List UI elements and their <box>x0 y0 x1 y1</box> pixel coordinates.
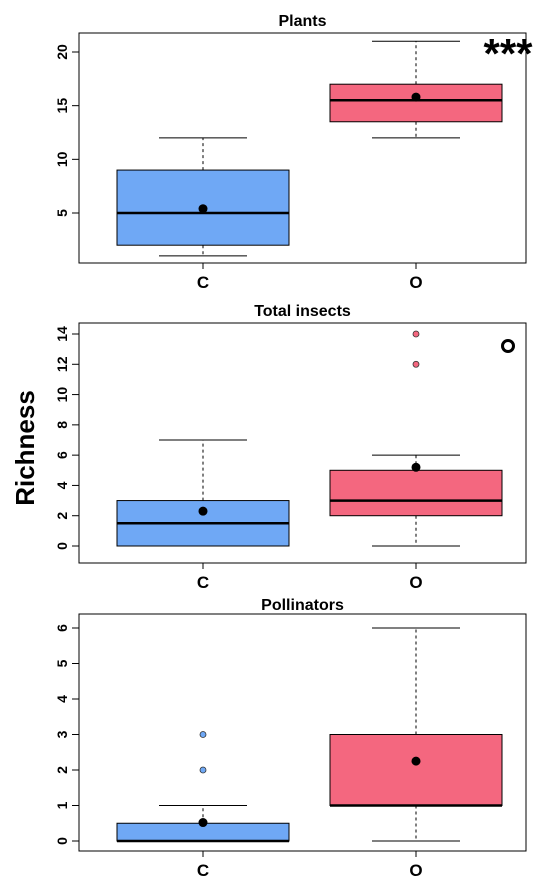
outlier-point <box>199 766 207 774</box>
box-O <box>329 40 503 139</box>
plot-frame <box>78 613 527 852</box>
mean-point <box>198 506 208 516</box>
iqr-box <box>329 734 503 806</box>
y-tick-label: 20 <box>54 44 70 60</box>
plot-frame <box>78 32 527 264</box>
mean-point <box>411 462 421 472</box>
y-tick-label: 2 <box>54 766 70 774</box>
y-tick-label: 12 <box>54 356 70 372</box>
y-tick-label: 4 <box>54 695 70 703</box>
x-tick-label: C <box>197 273 209 292</box>
y-tick-label: 6 <box>54 624 70 632</box>
y-tick-label: 10 <box>54 151 70 167</box>
iqr-box <box>329 469 503 517</box>
y-tick-label: 1 <box>54 801 70 809</box>
mean-point <box>411 756 421 766</box>
y-tick-label: 0 <box>54 542 70 550</box>
y-tick-label: 5 <box>54 209 70 217</box>
y-tick-label: 0 <box>54 837 70 845</box>
y-tick-label: 6 <box>54 451 70 459</box>
outlier-point <box>199 731 207 738</box>
outlier-point <box>412 330 420 338</box>
mean-point <box>198 204 208 214</box>
panel-title: Plants <box>278 13 326 30</box>
x-tick-label: O <box>409 573 422 592</box>
box-C <box>116 439 290 547</box>
box-C <box>116 731 290 843</box>
y-tick-label: 4 <box>54 481 70 489</box>
y-tick-label: 3 <box>54 730 70 738</box>
significance-marker <box>501 339 515 353</box>
y-tick-label: 8 <box>54 421 70 429</box>
panel-2: Pollinators 0 1 2 3 4 5 6 C O <box>54 597 527 877</box>
box-C <box>116 137 290 257</box>
plot-frame <box>78 322 527 564</box>
y-tick-label: 14 <box>54 326 70 342</box>
box-O <box>329 330 503 547</box>
box-O <box>329 627 503 842</box>
panel-0: Plants 5 10 15 20 C O *** <box>54 13 533 292</box>
significance-label: *** <box>483 30 533 77</box>
y-tick-label: 2 <box>54 512 70 520</box>
x-tick-label: C <box>197 861 209 877</box>
x-tick-label: O <box>409 861 422 877</box>
x-tick-label: C <box>197 573 209 592</box>
panel-title: Pollinators <box>261 597 344 614</box>
y-tick-label: 5 <box>54 659 70 667</box>
panel-title: Total insects <box>254 303 351 320</box>
iqr-box <box>329 83 503 123</box>
panel-1: Total insects02468101214COo <box>54 303 527 592</box>
outlier-point <box>412 360 420 368</box>
mean-point <box>411 92 421 102</box>
y-axis-label: Richness <box>10 390 40 506</box>
x-tick-label: O <box>409 273 422 292</box>
y-tick-label: 15 <box>54 98 70 114</box>
y-tick-label: 10 <box>54 387 70 403</box>
mean-point <box>198 818 208 828</box>
